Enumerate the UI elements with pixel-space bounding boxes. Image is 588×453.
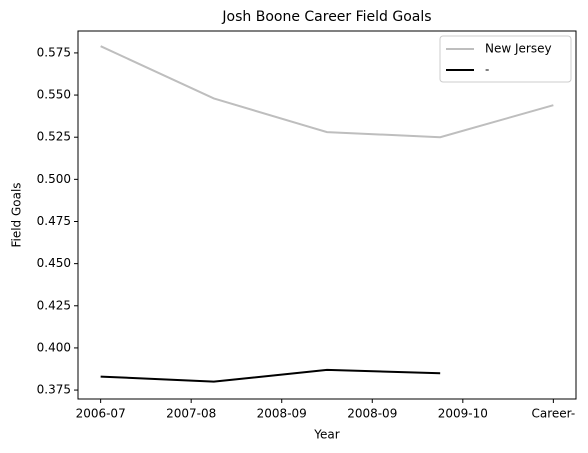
y-tick-label: 0.475 bbox=[37, 214, 71, 228]
legend-label: New Jersey bbox=[485, 42, 552, 56]
y-tick-label: 0.575 bbox=[37, 45, 71, 59]
plot-frame bbox=[77, 30, 577, 400]
x-tick-label: 2007-08 bbox=[166, 407, 216, 421]
chart-title: Josh Boone Career Field Goals bbox=[221, 9, 431, 25]
x-tick-label: 2006-07 bbox=[76, 407, 126, 421]
x-tick-label: 2008-09 bbox=[257, 407, 307, 421]
y-tick-label: 0.425 bbox=[37, 298, 71, 312]
y-tick-label: 0.525 bbox=[37, 130, 71, 144]
x-tick-label: 2008-09 bbox=[347, 407, 397, 421]
legend-label: - bbox=[485, 63, 489, 77]
y-axis-label: Field Goals bbox=[10, 182, 24, 247]
y-tick-label: 0.450 bbox=[37, 256, 71, 270]
line bbox=[100, 368, 441, 383]
x-tick-label: Career- bbox=[532, 407, 576, 421]
y-tick-label: 0.500 bbox=[37, 172, 71, 186]
x-axis-label: Year bbox=[313, 428, 339, 442]
y-tick-label: 0.550 bbox=[37, 88, 71, 102]
x-tick-label: 2009-10 bbox=[438, 407, 488, 421]
y-tick-label: 0.400 bbox=[37, 340, 71, 354]
line bbox=[100, 45, 554, 139]
y-tick-label: 0.375 bbox=[37, 383, 71, 397]
